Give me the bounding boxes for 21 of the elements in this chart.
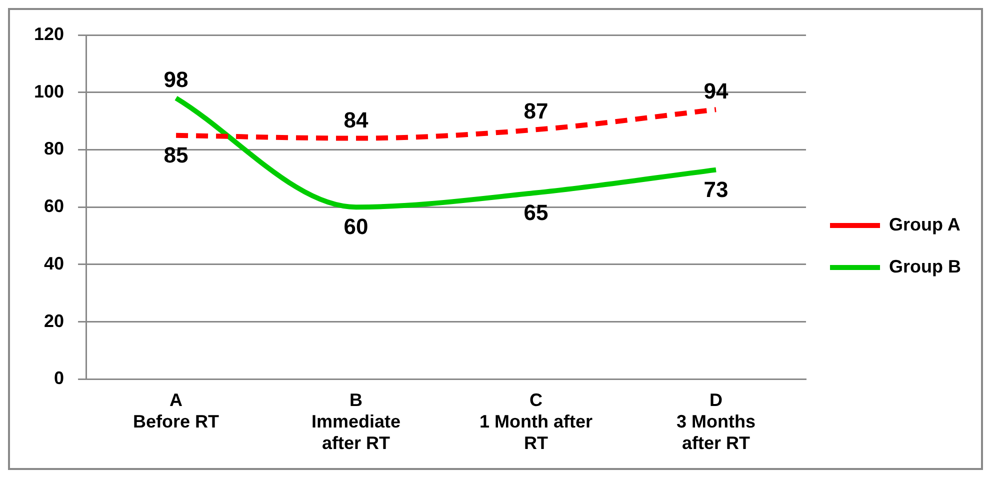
data-label: 87 [524, 98, 548, 124]
legend-label: Group A [889, 214, 960, 234]
x-tick-label: C 1 Month after RT [480, 390, 593, 454]
data-label: 73 [704, 176, 728, 202]
legend-label: Group B [889, 256, 962, 276]
data-label: 98 [164, 67, 188, 92]
y-tick-label: 80 [44, 138, 64, 159]
y-tick-label: 120 [34, 24, 64, 44]
y-tick-label: 100 [34, 81, 64, 102]
data-label: 84 [344, 107, 370, 132]
y-tick-label: 20 [44, 310, 64, 331]
x-tick-label: B Immediate after RT [312, 390, 401, 454]
y-tick-label: 0 [54, 368, 64, 388]
data-label: 60 [344, 214, 368, 240]
y-tick-label: 40 [44, 253, 64, 274]
data-label: 65 [524, 200, 548, 225]
x-tick-label: A Before RT [133, 390, 220, 432]
data-label: 85 [164, 142, 188, 168]
y-tick-label: 60 [44, 196, 64, 216]
data-label: 94 [704, 78, 730, 104]
x-tick-label: D 3 Months after RT [676, 390, 756, 454]
